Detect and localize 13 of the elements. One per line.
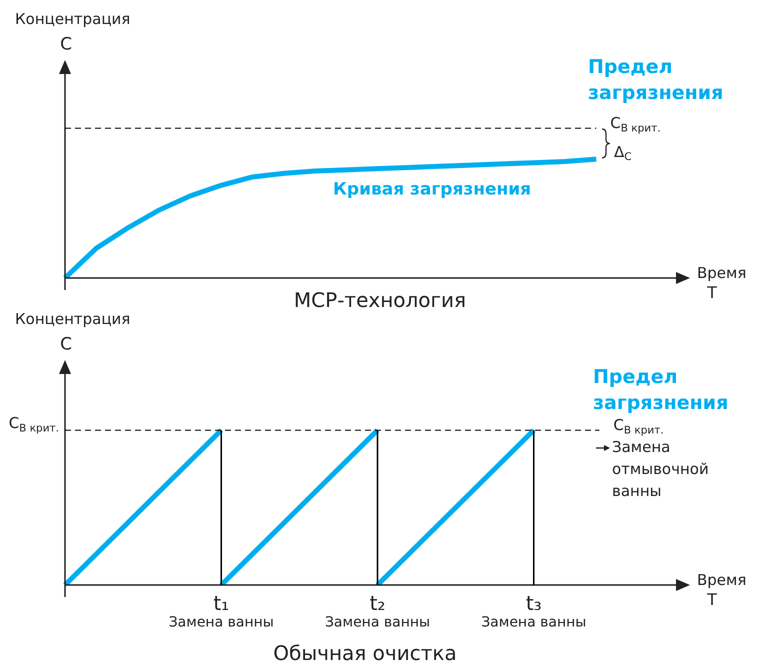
x-axis-title: Время T [697, 570, 746, 610]
text: Предел загрязнения [588, 56, 724, 104]
x-tick-label: t₂ Замена ванны [324, 591, 430, 631]
annotation: Кривая загрязнения [333, 179, 532, 200]
x-axis-title: Время T [697, 264, 746, 302]
text: МСР-технология [294, 288, 466, 312]
y-axis-title: Концентрация C [15, 310, 130, 354]
text: Обычная очистка [273, 641, 457, 664]
x-tick-label: t₁ Замена ванны [168, 591, 274, 631]
y-axis-title: Концентрация C [15, 10, 130, 54]
annotation: Замена отмывочной ванны [612, 438, 709, 500]
x-tick-label: t₃ Замена ванны [481, 591, 586, 631]
text: Предел загрязнения [593, 366, 728, 414]
